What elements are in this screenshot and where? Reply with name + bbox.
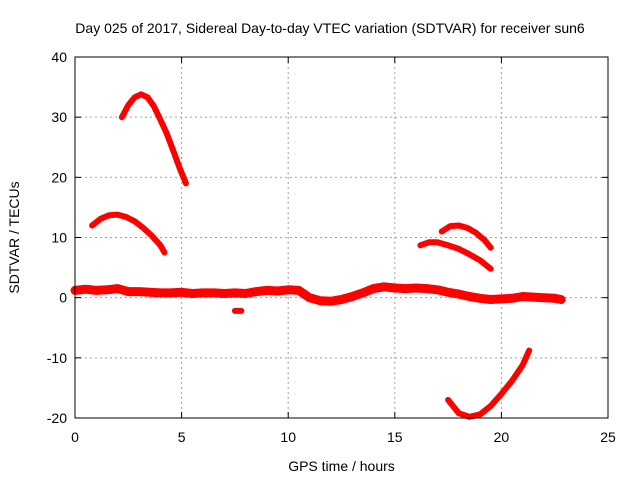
y-tick-label: 20 bbox=[51, 169, 67, 185]
series-arc-mid-peak bbox=[89, 211, 168, 256]
x-tick-label: 20 bbox=[494, 429, 510, 445]
y-tick-label: -20 bbox=[47, 410, 67, 426]
x-tick-label: 15 bbox=[387, 429, 403, 445]
series-arc-high-peak bbox=[118, 91, 189, 187]
x-tick-label: 0 bbox=[71, 429, 79, 445]
tick-labels: 0 5 10 15 20 25 -20 -10 0 10 20 30 40 bbox=[47, 49, 616, 445]
y-tick-label: 0 bbox=[59, 290, 67, 306]
series-arc-baseline bbox=[70, 282, 566, 306]
y-tick-label: -10 bbox=[47, 350, 67, 366]
x-tick-label: 10 bbox=[280, 429, 296, 445]
chart-title: Day 025 of 2017, Sidereal Day-to-day VTE… bbox=[75, 20, 585, 36]
x-tick-label: 25 bbox=[600, 429, 616, 445]
y-axis-label: SDTVAR / TECUs bbox=[6, 181, 22, 293]
series-arc-evening-a bbox=[417, 239, 494, 272]
x-tick-label: 5 bbox=[178, 429, 186, 445]
series-arc-negative bbox=[445, 347, 533, 420]
axis-ticks bbox=[74, 56, 609, 419]
y-tick-label: 30 bbox=[51, 109, 67, 125]
data-series bbox=[70, 91, 566, 420]
y-tick-label: 10 bbox=[51, 230, 67, 246]
x-axis-label: GPS time / hours bbox=[288, 458, 395, 474]
y-tick-label: 40 bbox=[51, 49, 67, 65]
series-arc-evening-b bbox=[438, 222, 494, 251]
